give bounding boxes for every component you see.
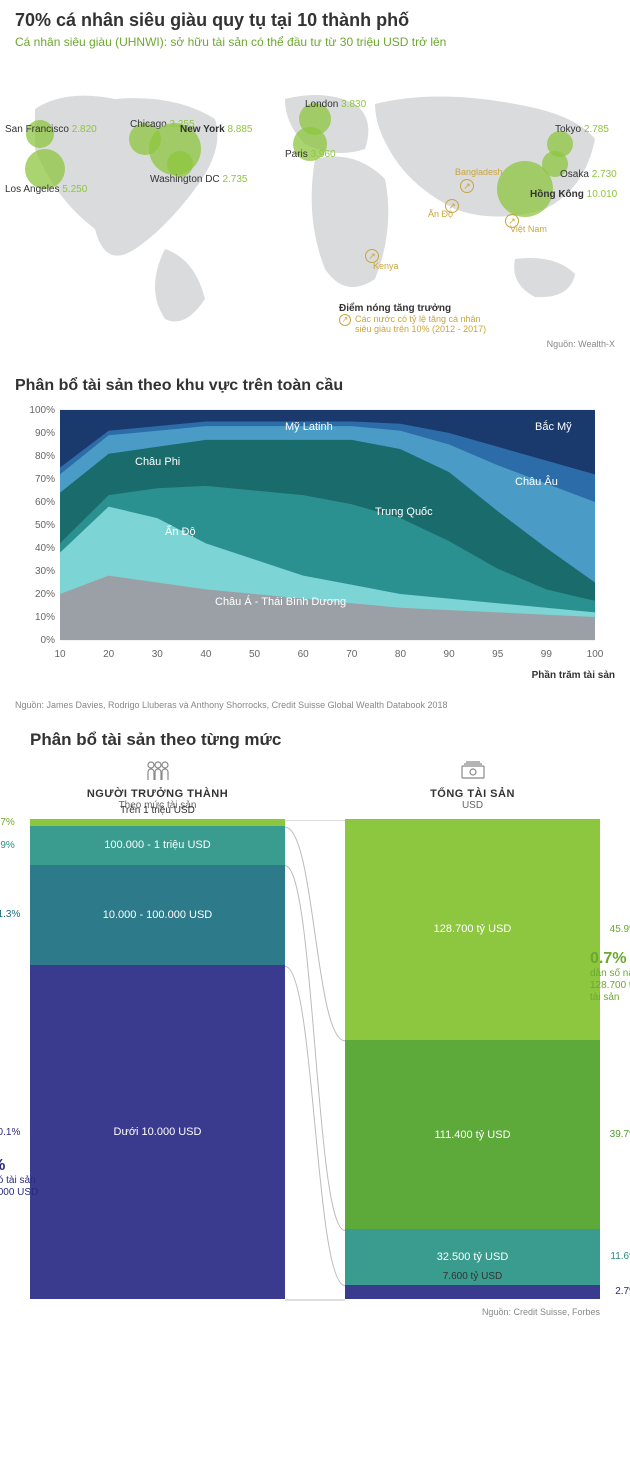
svg-text:70: 70 xyxy=(346,649,358,660)
svg-text:99: 99 xyxy=(541,649,553,660)
section-area-chart: Phân bổ tài sản theo khu vực trên toàn c… xyxy=(0,359,630,720)
segment-pct: 39.7% xyxy=(610,1129,630,1140)
svg-text:Bắc Mỹ: Bắc Mỹ xyxy=(535,420,572,433)
right-col-title: TỔNG TÀI SẢN xyxy=(345,788,600,800)
right-column: TỔNG TÀI SẢN USD 128.700 tỷ USD45.9%111.… xyxy=(345,760,600,1299)
map-source: Nguồn: Wealth-X xyxy=(15,339,615,349)
people-icon xyxy=(30,760,285,788)
area-chart: 0% 10% 20% 30% 40% 50% 60% 70% 80% 90% 100% 10 20 30 4… xyxy=(15,405,615,695)
svg-text:50: 50 xyxy=(249,649,261,660)
svg-text:40%: 40% xyxy=(35,543,55,554)
svg-text:10: 10 xyxy=(54,649,66,660)
city-label: Tokyo 2.785 xyxy=(555,124,609,135)
svg-text:80: 80 xyxy=(395,649,407,660)
city-dot xyxy=(25,149,65,189)
bar-segment: 128.700 tỷ USD45.9% xyxy=(345,819,600,1040)
area-chart-title: Phân bổ tài sản theo khu vực trên toàn c… xyxy=(15,369,615,400)
city-label: Paris 3.960 xyxy=(285,149,336,160)
segment-pct: 0.7% xyxy=(0,817,15,828)
svg-text:80%: 80% xyxy=(35,451,55,462)
svg-text:50%: 50% xyxy=(35,520,55,531)
city-label: New York 8.885 xyxy=(180,124,252,135)
city-label: Washington DC 2.735 xyxy=(150,174,247,185)
segment-pct: 7.9% xyxy=(0,840,15,851)
world-map: Điểm nóng tăng trưởng ↗ Các nước có tỷ l… xyxy=(15,49,615,339)
section-map: 70% cá nhân siêu giàu quy tụ tại 10 thàn… xyxy=(0,0,630,359)
growth-legend: Điểm nóng tăng trưởng ↗ Các nước có tỷ l… xyxy=(339,303,495,334)
svg-text:90: 90 xyxy=(444,649,456,660)
svg-text:100%: 100% xyxy=(29,405,55,416)
svg-text:95: 95 xyxy=(492,649,504,660)
svg-text:10%: 10% xyxy=(35,612,55,623)
svg-text:Ấn Độ: Ấn Độ xyxy=(165,525,196,538)
bar-segment: 100.000 - 1 triệu USD7.9% xyxy=(30,826,285,864)
growth-label: Ấn Độ xyxy=(428,209,453,219)
svg-text:20: 20 xyxy=(103,649,115,660)
x-axis-label: Phần trăm tài sản xyxy=(15,670,615,681)
map-subtitle: Cá nhân siêu giàu (UHNWI): sở hữu tài sả… xyxy=(15,35,615,49)
svg-text:40: 40 xyxy=(200,649,212,660)
wealth-source: Nguồn: Credit Suisse, Forbes xyxy=(30,1307,600,1317)
segment-pct: 45.9% xyxy=(610,924,630,935)
area-chart-source: Nguồn: James Davies, Rodrigo Lluberas và… xyxy=(15,700,615,710)
wealth-title: Phân bổ tài sản theo từng mức xyxy=(30,730,600,750)
city-label: Hồng Kông 10.010 xyxy=(530,189,617,200)
section-wealth-bars: Phân bổ tài sản theo từng mức NGƯỜI TRƯỞ… xyxy=(0,720,630,1327)
segment-pct: 2.7% xyxy=(615,1286,630,1297)
growth-label: Bangladesh xyxy=(455,167,503,177)
growth-label: Việt Nam xyxy=(510,224,547,234)
svg-text:30%: 30% xyxy=(35,566,55,577)
svg-text:100: 100 xyxy=(587,649,604,660)
svg-text:20%: 20% xyxy=(35,589,55,600)
bar-segment: Dưới 10.000 USD70.1% xyxy=(30,965,285,1299)
svg-text:70%: 70% xyxy=(35,474,55,485)
bar-segment: Trên 1 triệu USD0.7% xyxy=(30,819,285,826)
svg-text:0%: 0% xyxy=(41,635,56,646)
svg-text:Châu Âu: Châu Âu xyxy=(515,475,558,488)
segment-pct: 21.3% xyxy=(0,909,20,920)
city-label: London 3.830 xyxy=(305,99,366,110)
svg-text:60%: 60% xyxy=(35,497,55,508)
callout: 70.1%dân số có tài sản dưới 10.000 USD xyxy=(0,1156,40,1199)
money-icon xyxy=(345,760,600,788)
map-title: 70% cá nhân siêu giàu quy tụ tại 10 thàn… xyxy=(15,10,615,31)
bar-segment: 10.000 - 100.000 USD21.3% xyxy=(30,865,285,966)
city-label: San Francisco 2.820 xyxy=(5,124,97,135)
city-label: Osaka 2.730 xyxy=(560,169,617,180)
bar-segment: 111.400 tỷ USD39.7% xyxy=(345,1040,600,1230)
growth-label: Kenya xyxy=(373,261,399,271)
right-bar: 128.700 tỷ USD45.9%111.400 tỷ USD39.7%32… xyxy=(345,819,600,1299)
svg-text:Mỹ Latinh: Mỹ Latinh xyxy=(285,421,333,433)
svg-text:90%: 90% xyxy=(35,428,55,439)
area-chart-svg: 0% 10% 20% 30% 40% 50% 60% 70% 80% 90% 100% 10 20 30 4… xyxy=(15,405,615,665)
svg-text:30: 30 xyxy=(152,649,164,660)
svg-text:60: 60 xyxy=(298,649,310,660)
segment-pct: 11.6% xyxy=(610,1251,630,1262)
left-column: NGƯỜI TRƯỞNG THÀNH Theo mức tài sản Trên… xyxy=(30,760,285,1299)
left-bar: Trên 1 triệu USD0.7%100.000 - 1 triệu US… xyxy=(30,819,285,1299)
city-label: Los Angeles 5.250 xyxy=(5,184,87,195)
wealth-columns: NGƯỜI TRƯỞNG THÀNH Theo mức tài sản Trên… xyxy=(30,760,600,1299)
bar-segment: 7.600 tỷ USD2.7% xyxy=(345,1285,600,1299)
right-col-sub: USD xyxy=(345,800,600,811)
legend-icon: ↗ xyxy=(339,314,351,326)
left-col-title: NGƯỜI TRƯỞNG THÀNH xyxy=(30,788,285,800)
svg-text:Châu Á - Thái Bình Dương: Châu Á - Thái Bình Dương xyxy=(215,595,346,608)
svg-text:Trung Quốc: Trung Quốc xyxy=(375,506,433,518)
svg-text:Châu Phi: Châu Phi xyxy=(135,456,180,468)
callout: 0.7%dân số nắm giữ 128.700 tỷ USD tài sả… xyxy=(590,949,630,1004)
segment-pct: 70.1% xyxy=(0,1127,20,1138)
growth-marker: ↗ xyxy=(460,179,474,193)
